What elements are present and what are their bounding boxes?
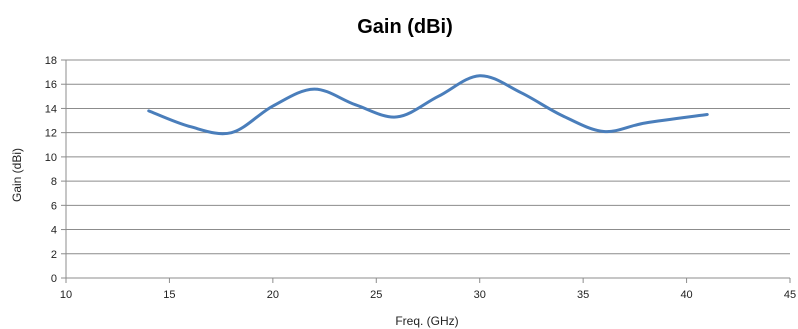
x-tick-label: 15: [163, 289, 175, 301]
y-tick-label: 0: [51, 273, 57, 285]
x-axis-label: Freq. (GHz): [395, 314, 458, 328]
y-tick-label: 10: [45, 152, 57, 164]
x-tick-label: 10: [60, 289, 72, 301]
x-tick-label: 40: [680, 289, 692, 301]
x-tick-label: 20: [267, 289, 279, 301]
gridlines: [66, 59, 790, 255]
y-tick-label: 4: [51, 225, 57, 237]
y-axis-label: Gain (dBi): [10, 148, 24, 202]
x-tick-label: 45: [784, 289, 796, 301]
x-tick-label: 30: [474, 289, 486, 301]
y-tick-label: 2: [51, 249, 57, 261]
series-layer: [147, 74, 709, 136]
gain-series-line: [147, 74, 709, 136]
x-tick-label: 35: [577, 289, 589, 301]
y-tick-label: 14: [45, 103, 57, 115]
axes: [61, 59, 791, 283]
y-tick-label: 8: [51, 176, 57, 188]
y-tick-label: 16: [45, 79, 57, 91]
y-tick-label: 12: [45, 128, 57, 140]
tick-labels: 0 2 4 6 8 10 12 14 16 18 10 15 20 25 30 35 40 45: [45, 55, 796, 301]
x-tick-label: 25: [370, 289, 382, 301]
y-tick-label: 6: [51, 200, 57, 212]
y-tick-label: 18: [45, 55, 57, 67]
chart-title: Gain (dBi): [357, 16, 453, 38]
